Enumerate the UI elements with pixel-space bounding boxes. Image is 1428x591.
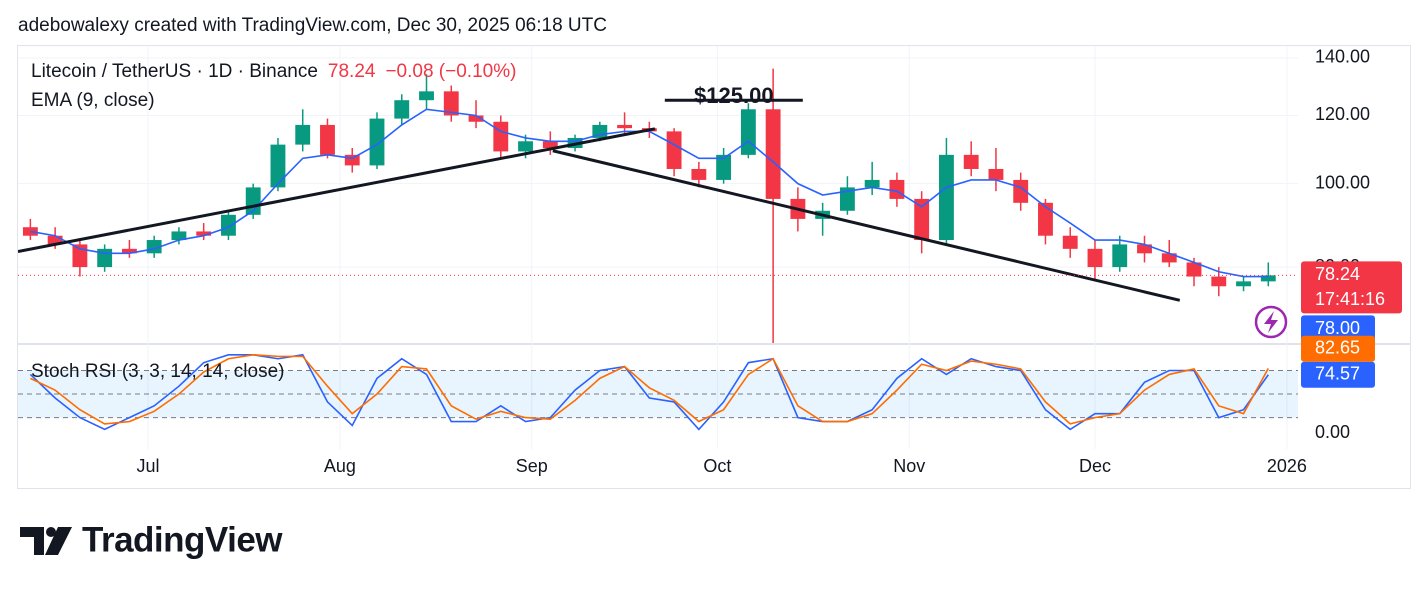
candle-body [1236,281,1251,287]
candle-body [369,118,385,166]
legend-price: 78.24 [328,61,376,82]
x-tick-label: Dec [1079,456,1111,476]
value-box [1301,335,1375,362]
candle-body [518,141,533,152]
logo: TradingView [20,520,284,559]
candle-body [72,244,88,268]
x-tick-label: 2026 [1267,456,1307,476]
candle-body [1260,275,1276,282]
level-label: $125.00 [694,83,774,108]
candle-body [666,131,682,169]
candle-body [765,109,781,199]
last-price-label: 78.24 [1315,264,1360,284]
candle-body [344,154,360,166]
symbol-title: Litecoin / TetherUS · 1D · Binance [31,61,318,82]
x-tick-label: Jul [136,456,159,476]
candle-body [394,100,410,119]
candle-body [121,248,137,254]
x-tick-label: Oct [703,456,731,476]
y-tick-label: 100.00 [1315,172,1370,192]
candle-body [1112,244,1128,268]
candle-body [963,154,979,169]
x-tick-label: Sep [516,456,548,476]
trendline [18,127,656,253]
candle-body [295,124,311,145]
legend-change: −0.08 (−0.10%) [385,61,516,82]
stoch-line [29,353,1269,431]
value-label: 82.65 [1315,338,1360,358]
x-tick-label: Aug [324,456,356,476]
candle-body [914,198,930,241]
candle-body [889,179,905,199]
candle-body [171,231,187,241]
candle-body [1062,235,1078,249]
candle-body [468,115,484,122]
price-label: 78.00 [1315,318,1360,338]
x-tick-label: Nov [893,456,925,476]
candle-body [493,121,509,152]
value-label: 74.57 [1315,364,1360,384]
candle-body [1211,276,1227,287]
legend: Litecoin / TetherUS · 1D · Binance 78.24−… [31,61,516,382]
candle-body [839,187,855,211]
trendline [552,149,1181,302]
candle-body [1161,253,1177,263]
stoch-line [30,354,1269,425]
candle-body [864,179,880,188]
candle-body [716,154,732,180]
candle-body [691,168,707,180]
indicator-title: EMA (9, close) [31,90,155,111]
y-tick-label: 0.00 [1315,422,1350,442]
price-pane: $125.00 [18,68,1298,343]
y-tick-label: 120.00 [1315,104,1370,124]
candle-body [1087,248,1103,268]
chart-frame [17,45,1411,489]
candle-body [988,168,1004,180]
candle-body [1038,202,1053,236]
candle-body [221,214,236,236]
candle-body [443,91,459,116]
candle-body [542,141,558,149]
last-price-box [1301,261,1402,314]
axes: 80.00100.00120.00140.00JulAugSepOctNovDe… [136,47,1402,476]
alert-icon [1254,305,1288,339]
countdown: 17:41:16 [1315,289,1385,309]
y-tick-label: 140.00 [1315,47,1370,67]
attribution: adebowalexy created with TradingView.com… [18,15,607,36]
candle-body [740,109,756,155]
candle-body [419,91,434,101]
candle-body [1137,244,1152,254]
indicator-title: Stoch RSI (3, 3, 14, 14, close) [31,361,284,382]
candle-body [270,144,286,188]
candle-body [196,231,212,236]
value-box [1301,361,1375,388]
candle-body [617,124,633,129]
candle-body [939,154,954,241]
candle-body [320,124,335,155]
stoch-pane [18,353,1298,431]
brand-name: TradingView [82,520,283,559]
candle-body [47,235,63,245]
candle-body [1186,262,1202,277]
grid [18,46,1298,449]
